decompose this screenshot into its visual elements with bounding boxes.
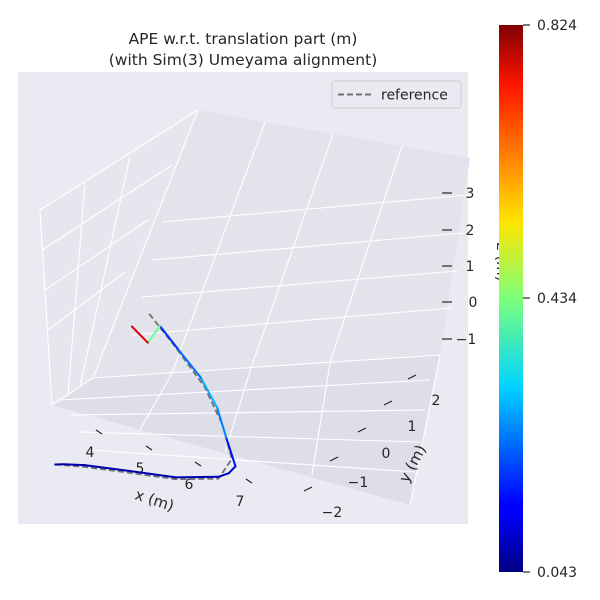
grid-left-h-2 xyxy=(44,219,149,291)
estimated-segment xyxy=(176,347,202,379)
grid-back-h-4 xyxy=(161,194,469,223)
z-tick-label: 3 xyxy=(466,186,475,202)
legend-box xyxy=(331,80,462,109)
grid-back-v-2 xyxy=(250,133,334,369)
grid-back-v-3 xyxy=(329,145,403,364)
x-tick-labels: 4 5 6 7 xyxy=(86,429,253,510)
y-tick-mark-4 xyxy=(407,374,417,380)
grid-floor-x-0 xyxy=(51,377,94,406)
grid-back-h-0 xyxy=(92,354,441,379)
y-tick-label: −2 xyxy=(322,505,343,521)
y-tick-label: 0 xyxy=(382,446,391,462)
y-tick-label: 1 xyxy=(408,419,417,435)
reference-trajectory xyxy=(55,312,233,481)
grid-lines xyxy=(39,109,469,506)
estimated-segment xyxy=(83,464,127,472)
z-tick-label: 2 xyxy=(466,223,475,239)
grid-floor-x-3 xyxy=(311,362,331,476)
z-tick-label: 1 xyxy=(466,259,475,275)
y-tick-label: 2 xyxy=(432,393,441,409)
colorbar xyxy=(499,25,523,572)
estimated-segment xyxy=(225,436,237,468)
estimated-segment xyxy=(158,324,179,350)
grid-floor-x-4 xyxy=(409,354,441,506)
y-tick-mark-0 xyxy=(303,486,313,492)
estimated-segment xyxy=(62,463,86,467)
grid-back-h-3 xyxy=(151,232,464,261)
chart-title: APE w.r.t. translation part (m) xyxy=(129,30,358,48)
x-tick-mark-2 xyxy=(194,461,202,467)
estimated-segment xyxy=(199,376,219,409)
legend: reference xyxy=(331,80,462,109)
estimated-segment xyxy=(174,475,220,479)
grid-floor-x-1 xyxy=(139,372,173,431)
grid-left-v-1 xyxy=(67,182,86,396)
x-tick-label: 6 xyxy=(185,477,194,493)
grid-back-v-0 xyxy=(92,109,199,379)
estimated-segment xyxy=(217,472,230,478)
x-tick-label: 5 xyxy=(136,461,145,477)
estimated-segment xyxy=(130,325,149,344)
grid-back-v-1 xyxy=(171,121,266,374)
z-tick-label: −1 xyxy=(456,332,477,348)
grid-floor-y-1 xyxy=(69,409,426,416)
y-tick-label: −1 xyxy=(348,475,369,491)
estimated-trajectory xyxy=(54,324,237,479)
grid-floor-y-2 xyxy=(79,431,421,443)
z-tick-labels: −1 0 1 2 3 xyxy=(442,186,477,348)
x-tick-mark-0 xyxy=(95,429,103,435)
grid-left-v-0 xyxy=(39,209,53,406)
estimated-segment xyxy=(124,469,177,479)
estimated-segment xyxy=(227,465,237,475)
y-tick-mark-1 xyxy=(329,456,339,462)
z-tick-label: 0 xyxy=(469,295,478,311)
grid-left-v-2 xyxy=(79,155,131,388)
back-pane xyxy=(93,110,470,378)
grid-floor-y-3 xyxy=(89,449,416,473)
grid-floor-x-2 xyxy=(224,367,252,453)
chart-subtitle: (with Sim(3) Umeyama alignment) xyxy=(109,51,378,69)
colorbar-label-min: 0.043 xyxy=(537,565,577,581)
colorbar-ticks: 0.824 0.434 0.043 xyxy=(523,18,577,581)
y-tick-labels: −2 −1 0 12 xyxy=(303,374,441,521)
left-pane xyxy=(40,110,198,405)
x-tick-label: 4 xyxy=(86,445,95,461)
estimated-segment xyxy=(216,406,228,439)
grid-left-h-3 xyxy=(47,271,126,331)
grid-floor-y-0 xyxy=(59,379,431,401)
grid-back-h-1 xyxy=(131,307,453,336)
legend-label-reference: reference xyxy=(381,88,448,104)
grid-left-h-1 xyxy=(41,164,173,251)
grid-back-h-2 xyxy=(141,270,459,298)
y-tick-mark-2 xyxy=(357,427,367,433)
estimated-segment xyxy=(146,324,161,344)
grid-left-h-0 xyxy=(39,109,199,211)
x-tick-mark-3 xyxy=(245,478,253,484)
x-tick-mark-1 xyxy=(145,445,153,451)
y-tick-mark-3 xyxy=(383,400,393,406)
x-tick-label: 7 xyxy=(236,494,245,510)
reference-line xyxy=(55,312,233,481)
colorbar-label-mid: 0.434 xyxy=(537,291,577,307)
colorbar-label-max: 0.824 xyxy=(537,18,577,34)
